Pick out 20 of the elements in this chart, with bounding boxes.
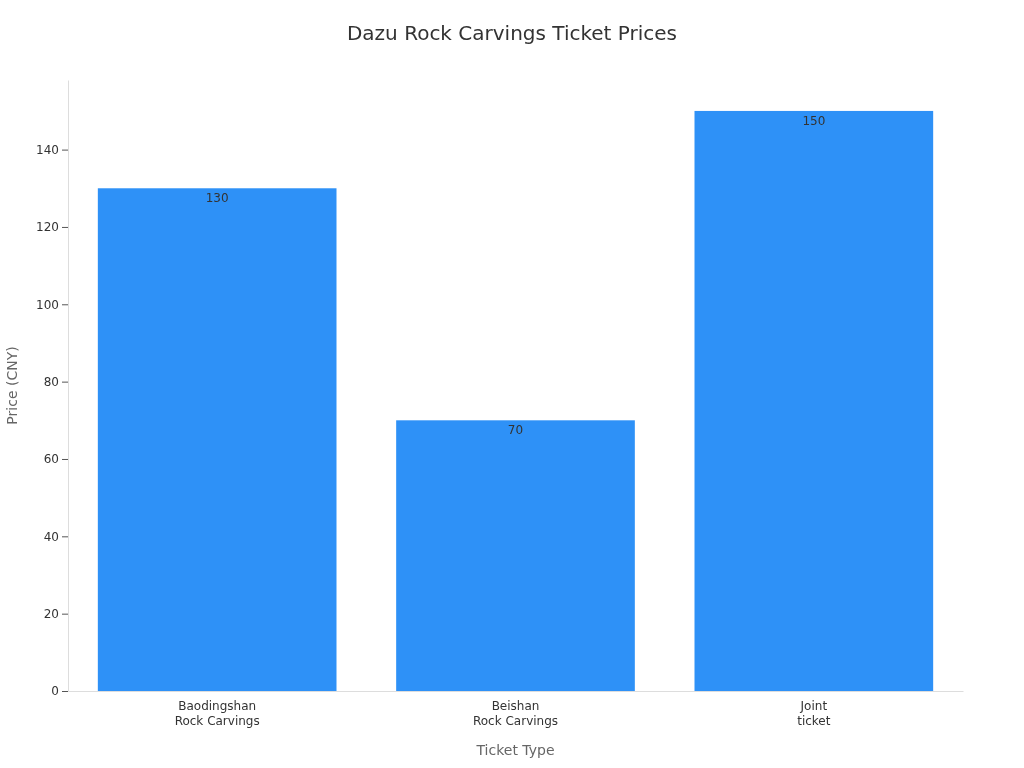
chart-title: Dazu Rock Carvings Ticket Prices bbox=[346, 21, 678, 45]
x-tick-label: Joint ticket bbox=[797, 698, 831, 728]
y-tick-label: 100 bbox=[36, 297, 59, 312]
data-label: 150 bbox=[802, 113, 826, 128]
y-tick-label: 140 bbox=[36, 142, 59, 157]
y-tick-label: 40 bbox=[43, 529, 59, 544]
x-tick-label: Baodingshan Rock Carvings bbox=[174, 698, 260, 728]
y-axis-title: Price (CNY) bbox=[4, 346, 20, 425]
y-tick-label: 20 bbox=[43, 607, 59, 621]
y-tick-label: 60 bbox=[43, 452, 59, 467]
data-label: 130 bbox=[205, 191, 229, 206]
bar bbox=[97, 188, 337, 691]
y-tick-label: 120 bbox=[36, 220, 59, 235]
bar bbox=[694, 110, 934, 691]
y-tick-label: 0 bbox=[51, 684, 59, 699]
x-tick-label: Beishan Rock Carvings bbox=[472, 698, 559, 728]
bar bbox=[396, 420, 635, 691]
y-tick-label: 80 bbox=[43, 374, 59, 389]
data-label: 70 bbox=[507, 423, 524, 438]
x-axis-title: Ticket Type bbox=[475, 742, 555, 758]
